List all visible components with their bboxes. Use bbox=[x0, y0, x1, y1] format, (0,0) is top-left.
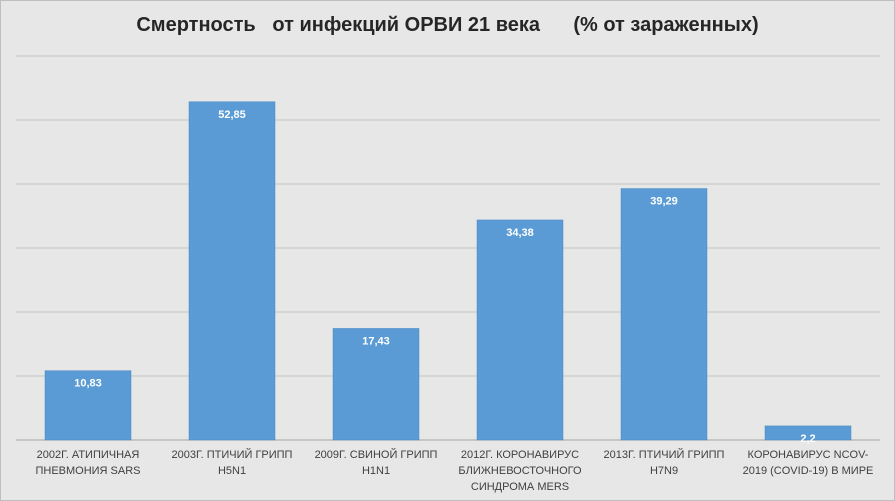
bar bbox=[332, 328, 420, 441]
category-label: 2002г. Атипичная пневмония SARS bbox=[35, 449, 141, 477]
chart-title: Смертность от инфекций ОРВИ 21 века (% о… bbox=[136, 14, 759, 36]
bar bbox=[44, 370, 132, 441]
category-label: 2012г. Коронавирус ближневосточного синд… bbox=[458, 449, 582, 493]
bar bbox=[764, 425, 852, 441]
bar bbox=[620, 188, 708, 441]
bar bbox=[188, 101, 276, 441]
data-label: 34,38 bbox=[506, 227, 534, 239]
data-label: 39,29 bbox=[650, 196, 678, 208]
category-label: 2003г. Птичий грипп H5N1 bbox=[171, 449, 293, 477]
data-label: 52,85 bbox=[218, 109, 246, 121]
data-label: 10,83 bbox=[74, 378, 102, 390]
category-label: 2009г. Свиной грипп H1N1 bbox=[314, 449, 438, 477]
data-label: 2,2 bbox=[800, 433, 815, 445]
category-label: Коронавирус nCoV-2019 (COVID-19) в мире bbox=[742, 449, 874, 477]
data-label: 17,43 bbox=[362, 335, 390, 347]
bar bbox=[476, 219, 564, 441]
category-label: 2013г. Птичий грипп H7N9 bbox=[603, 449, 725, 477]
